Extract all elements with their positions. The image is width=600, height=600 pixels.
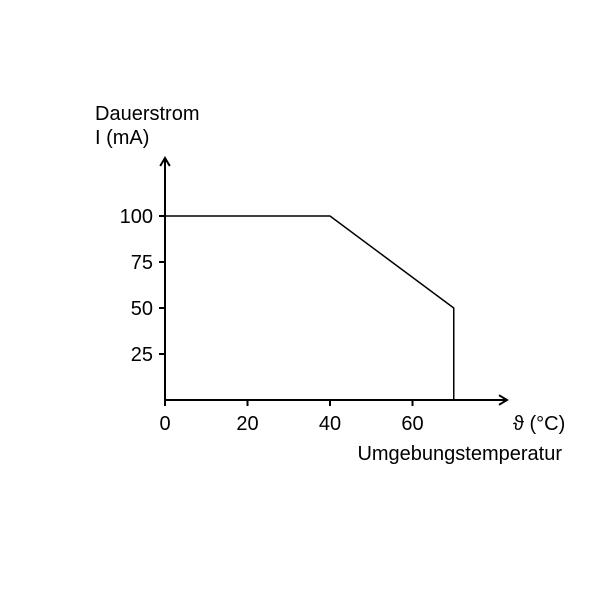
x-axis-secondary-label: Umgebungstemperatur: [357, 443, 562, 465]
y-tick-label: 25: [131, 344, 153, 366]
x-tick-label: 60: [401, 413, 423, 435]
y-axis-label-line1: Dauerstrom: [95, 103, 199, 125]
y-tick-label: 100: [120, 206, 153, 228]
x-tick-label: 40: [319, 413, 341, 435]
y-tick-label: 50: [131, 298, 153, 320]
y-axis-label-line2: I (mA): [95, 127, 149, 149]
derating-chart: 0 20 40 60 25 50 75 100 DauerstromI (mA) ϑ (°C) Um…: [0, 0, 600, 600]
derating-curve: [165, 216, 454, 400]
x-axis-unit-label: ϑ (°C): [513, 413, 565, 435]
x-tick-label: 0: [159, 413, 170, 435]
x-tick-label: 20: [236, 413, 258, 435]
y-tick-label: 75: [131, 252, 153, 274]
